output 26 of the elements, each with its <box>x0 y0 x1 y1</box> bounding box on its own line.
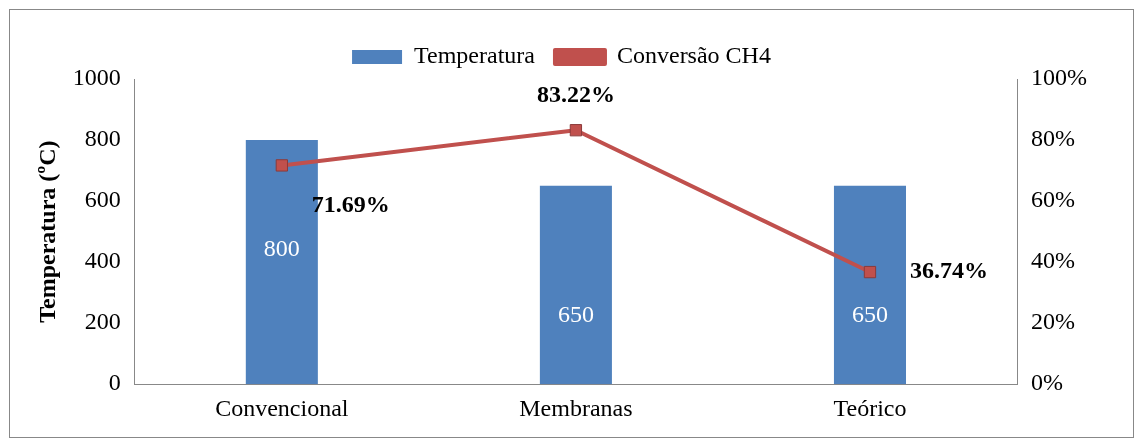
data-label: 650 <box>851 301 888 328</box>
y-tick-label: 600 <box>84 186 121 213</box>
y2-tick-label: 60% <box>1031 186 1076 213</box>
y2-tick-label: 20% <box>1031 308 1076 335</box>
point <box>863 265 877 279</box>
y2-tick-label: 40% <box>1031 247 1076 274</box>
y-tick-label: 1000 <box>72 64 121 91</box>
point <box>275 159 288 172</box>
y-axis-title: Temperatura (ºC) <box>33 140 60 323</box>
x-tick-label: Membranas <box>519 394 633 421</box>
x-tick-label: Teórico <box>833 394 907 421</box>
y2-tick-label: 0% <box>1031 369 1064 396</box>
data-label: 650 <box>557 301 594 328</box>
data-label: 36.74% <box>909 257 988 284</box>
legend-label: Temperatura <box>414 42 536 69</box>
data-label: 83.22% <box>536 81 615 108</box>
y-tick-label: 200 <box>84 308 121 335</box>
legend-label: Conversão CH4 <box>616 42 771 69</box>
x-tick-label: Convencional <box>215 394 349 421</box>
y2-tick-label: 80% <box>1031 125 1076 152</box>
y-tick-label: 0 <box>108 369 121 396</box>
data-label: 800 <box>263 235 300 262</box>
point <box>569 124 583 137</box>
y-tick-label: 800 <box>84 125 121 152</box>
y-tick-label: 400 <box>84 247 121 274</box>
y2-tick-label: 100% <box>1031 64 1088 91</box>
